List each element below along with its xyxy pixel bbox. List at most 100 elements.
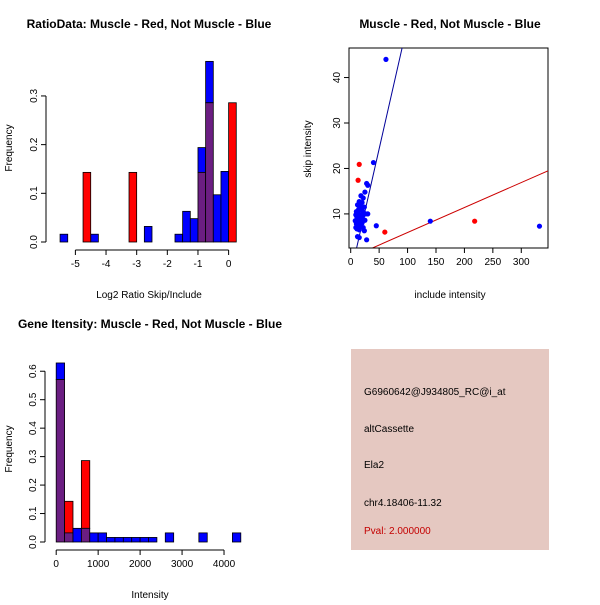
event-type: altCassette (364, 424, 415, 435)
muscle-point (382, 229, 388, 235)
info-panel: G6960642@J934805_RC@i_at altCassette Ela… (351, 349, 549, 550)
muscle-bar (80, 460, 91, 529)
not-muscle-bar (232, 532, 242, 543)
y-tick-label: 20 (332, 162, 343, 174)
scatter-ylabel: skip intensity (303, 120, 314, 177)
p-value: Pval: 2.000000 (364, 526, 431, 537)
y-tick-label: 0.1 (29, 186, 40, 200)
y-tick-label: 0.6 (28, 364, 39, 378)
overlap-bar (55, 379, 65, 543)
not-muscle-fit-line (356, 48, 403, 248)
not-muscle-point (383, 56, 389, 62)
x-tick-label: 200 (456, 257, 473, 268)
not-muscle-point (536, 223, 543, 229)
gene-name: Ela2 (364, 460, 385, 471)
not-muscle-bar (55, 362, 65, 380)
not-muscle-point (364, 237, 370, 243)
not-muscle-bar (212, 194, 222, 243)
x-tick-label: -2 (163, 259, 172, 270)
not-muscle-bar (97, 532, 107, 543)
ratio-histogram-title: RatioData: Muscle - Red, Not Muscle - Bl… (27, 17, 272, 31)
y-tick-label: 0.2 (28, 478, 39, 492)
intensity-histogram-xlabel: Intensity (131, 590, 168, 600)
x-tick-label: 150 (428, 257, 445, 268)
muscle-bar (228, 102, 237, 243)
x-tick-label: 1000 (87, 559, 110, 570)
intensity-histogram-title: Gene Itensity: Muscle - Red, Not Muscle … (18, 317, 282, 331)
scatter-xlabel: include intensity (414, 290, 485, 301)
not-muscle-bar (148, 537, 158, 543)
x-tick-label: -1 (194, 259, 203, 270)
not-muscle-point (356, 234, 362, 241)
y-tick-label: 0.5 (28, 392, 39, 406)
y-tick-label: 0.0 (29, 235, 40, 249)
x-tick-label: 4000 (213, 559, 236, 570)
not-muscle-bar (114, 537, 124, 543)
ratio-histogram: RatioData: Muscle - Red, Not Muscle - Bl… (4, 17, 272, 301)
not-muscle-point (362, 189, 368, 195)
not-muscle-bar (182, 210, 191, 243)
y-tick-label: 40 (332, 72, 343, 84)
y-tick-label: 30 (332, 117, 343, 129)
not-muscle-bar (197, 147, 207, 173)
y-tick-label: 0.3 (28, 449, 39, 463)
not-muscle-bar (122, 537, 133, 543)
y-tick-label: 0.4 (28, 421, 39, 435)
not-muscle-bar (131, 537, 141, 543)
not-muscle-bar (198, 532, 208, 543)
x-tick-label: 50 (374, 257, 386, 268)
x-tick-label: 250 (485, 257, 502, 268)
not-muscle-point (356, 227, 362, 233)
not-muscle-point (370, 159, 377, 166)
not-muscle-bar (189, 218, 199, 243)
x-tick-label: 2000 (129, 559, 152, 570)
x-tick-label: 0 (226, 259, 232, 270)
not-muscle-point (360, 195, 366, 201)
x-tick-label: 300 (513, 257, 530, 268)
not-muscle-point (365, 211, 371, 217)
muscle-bar (128, 171, 138, 243)
not-muscle-bar (139, 537, 149, 543)
overlap-bar (197, 171, 207, 243)
x-tick-label: 100 (399, 257, 416, 268)
overlap-bar (80, 527, 91, 543)
not-muscle-bar (89, 532, 99, 543)
probe-id: G6960642@J934805_RC@i_at (364, 387, 506, 398)
chromosome-location: chr4.18406-11.32 (364, 498, 442, 509)
not-muscle-bar (90, 233, 99, 243)
x-tick-label: 3000 (171, 559, 194, 570)
y-tick-label: 10 (332, 208, 343, 220)
muscle-bar (64, 500, 74, 534)
not-muscle-bar (143, 226, 153, 243)
y-tick-label: 0.2 (29, 137, 40, 151)
not-muscle-point (361, 228, 367, 234)
muscle-bar (82, 171, 92, 243)
y-tick-label: 0.1 (28, 506, 39, 520)
overlap-bar (64, 532, 74, 543)
muscle-point (355, 177, 361, 183)
not-muscle-bar (59, 233, 69, 243)
intensity-histogram: Gene Itensity: Muscle - Red, Not Muscle … (4, 317, 282, 601)
x-tick-label: 0 (348, 257, 354, 268)
y-tick-label: 0.0 (28, 535, 39, 549)
not-muscle-bar (106, 537, 116, 543)
not-muscle-bar (205, 60, 214, 104)
not-muscle-point (427, 218, 433, 224)
ratio-histogram-xlabel: Log2 Ratio Skip/Include (96, 290, 202, 301)
not-muscle-point (373, 223, 379, 229)
muscle-point (472, 218, 478, 224)
muscle-point (356, 161, 362, 167)
x-tick-label: 0 (53, 559, 59, 570)
scatter-plot-area (352, 48, 548, 248)
overlap-bar (205, 102, 214, 243)
intensity-histogram-ylabel: Frequency (4, 425, 15, 472)
not-muscle-bar (174, 233, 184, 243)
x-tick-label: -3 (132, 259, 141, 270)
not-muscle-bar (220, 171, 230, 243)
scatter-plot: Muscle - Red, Not Muscle - Blue include … (303, 17, 549, 301)
x-tick-label: -4 (102, 259, 111, 270)
not-muscle-bar (164, 532, 175, 543)
x-tick-label: -5 (71, 259, 80, 270)
